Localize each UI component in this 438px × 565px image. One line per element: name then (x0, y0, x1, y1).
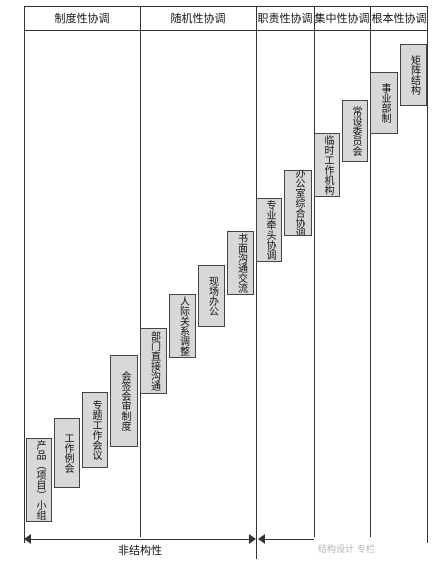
step-label: 书面沟通交流 (235, 233, 247, 293)
step-label: 产品（项目）小组 (34, 440, 45, 520)
step-box: 事业部制 (370, 72, 398, 134)
arrow-right-icon (249, 534, 256, 544)
step-label: 矩阵结构 (408, 55, 420, 95)
step-box: 现场办公 (198, 265, 225, 327)
watermark: 结构设计 专栏 (318, 545, 375, 555)
step-box: 部门直接沟通 (140, 328, 167, 394)
column-divider (314, 6, 315, 537)
header-divider (24, 30, 428, 31)
step-label: 部门直接沟通 (148, 331, 160, 391)
step-label: 专题工作会议 (90, 400, 101, 460)
step-label: 人际关系调整 (177, 296, 189, 356)
step-label: 专业牵头协调 (264, 200, 275, 260)
step-box: 产品（项目）小组 (26, 438, 52, 522)
step-box: 人际关系调整 (169, 294, 196, 358)
step-label: 临时工作机构 (322, 135, 333, 195)
column-divider (370, 6, 371, 537)
step-box: 书面沟通交流 (227, 231, 254, 295)
arrow-left-icon (24, 534, 31, 544)
header-institutional: 制度性协调 (54, 12, 110, 25)
header-centralized: 集中性协调 (314, 12, 370, 25)
step-label: 现场办公 (206, 276, 218, 316)
header-random: 随机性协调 (170, 12, 226, 25)
step-box: 专题工作会议 (82, 392, 108, 468)
arrow-left-icon (258, 534, 265, 544)
step-box: 专业牵头协调 (256, 198, 282, 262)
step-box: 矩阵结构 (400, 44, 427, 106)
structural-arrow-line (264, 539, 314, 540)
nonstructural-label: 非结构性 (118, 544, 162, 557)
step-label: 办公室综合协调 (293, 170, 304, 236)
step-label: 会签会审制度 (119, 371, 130, 431)
step-label: 常设委员会 (350, 106, 361, 156)
step-label: 工作例会 (62, 433, 73, 473)
step-box: 会签会审制度 (110, 355, 138, 447)
nonstructural-arrow-line (30, 539, 250, 540)
step-box: 工作例会 (54, 418, 80, 488)
step-box: 办公室综合协调 (284, 170, 312, 236)
column-divider (256, 6, 257, 559)
header-fundamental: 根本性协调 (371, 12, 427, 25)
step-box: 常设委员会 (342, 100, 368, 162)
header-functional: 职责性协调 (257, 12, 313, 25)
column-divider (140, 6, 141, 537)
diagram-frame (24, 6, 428, 543)
step-box: 临时工作机构 (314, 133, 340, 197)
step-label: 事业部制 (379, 83, 390, 123)
